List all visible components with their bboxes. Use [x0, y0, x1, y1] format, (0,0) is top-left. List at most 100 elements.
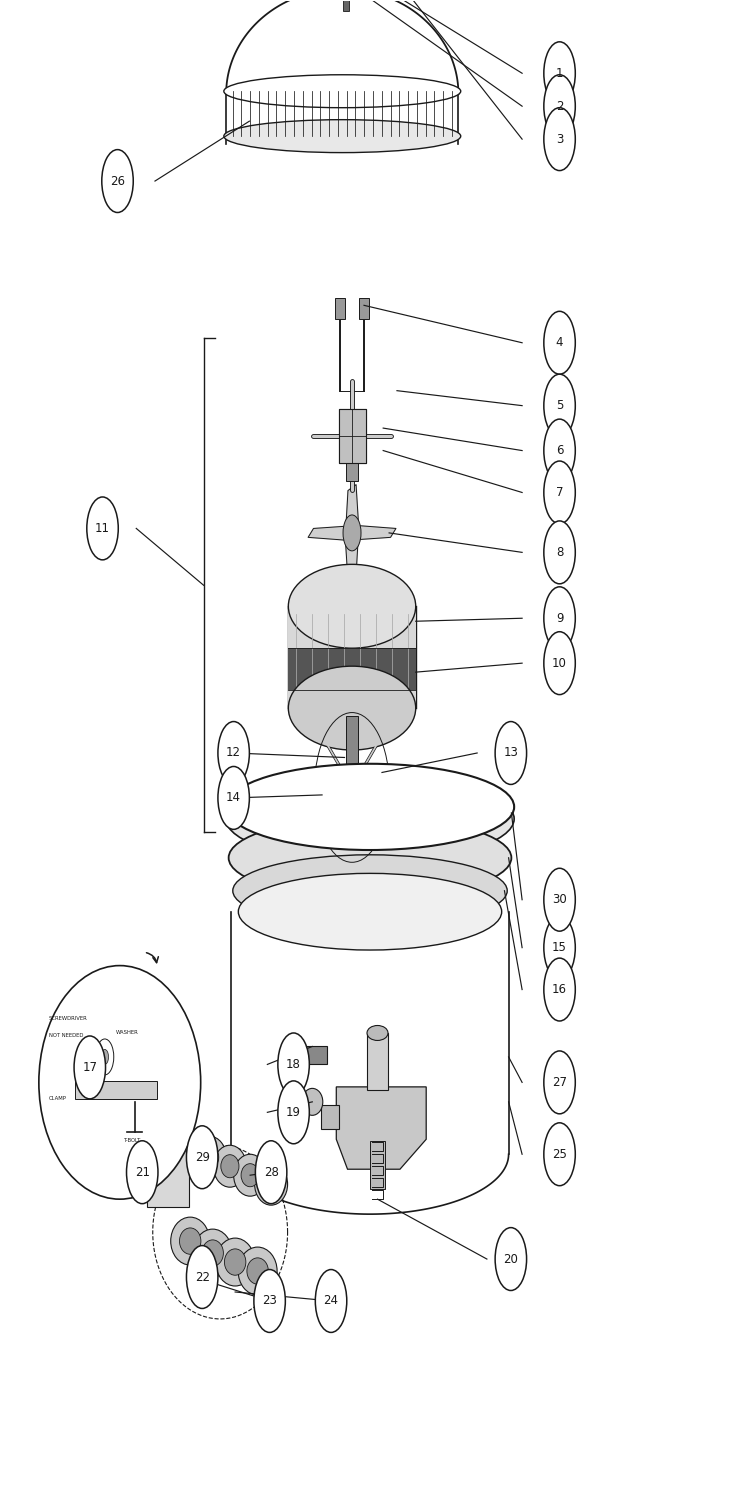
Ellipse shape — [229, 818, 511, 898]
Circle shape — [315, 1269, 347, 1332]
Circle shape — [126, 1142, 158, 1203]
Bar — [321, 1106, 339, 1130]
Polygon shape — [336, 1088, 426, 1168]
Text: 12: 12 — [226, 747, 241, 759]
Circle shape — [74, 1036, 105, 1100]
Ellipse shape — [234, 1155, 267, 1196]
Circle shape — [544, 108, 575, 171]
Bar — [297, 1047, 327, 1065]
Text: NOT NEEDED: NOT NEEDED — [49, 1034, 83, 1038]
Text: CLAMP: CLAMP — [49, 1096, 66, 1101]
Circle shape — [544, 868, 575, 932]
Bar — [346, 459, 358, 480]
Ellipse shape — [255, 1162, 287, 1204]
Text: SCREWDRIVER: SCREWDRIVER — [49, 1016, 87, 1020]
Text: 4: 4 — [556, 336, 563, 350]
Ellipse shape — [233, 855, 508, 927]
Ellipse shape — [241, 1164, 259, 1186]
Circle shape — [544, 916, 575, 980]
Ellipse shape — [226, 764, 514, 850]
Text: 22: 22 — [195, 1270, 210, 1284]
Circle shape — [544, 419, 575, 482]
Ellipse shape — [238, 873, 502, 950]
Text: 27: 27 — [552, 1076, 567, 1089]
Ellipse shape — [247, 1258, 268, 1284]
Circle shape — [341, 766, 362, 808]
Circle shape — [86, 496, 118, 560]
Text: 14: 14 — [226, 792, 241, 804]
Bar — [74, 1082, 157, 1100]
Ellipse shape — [171, 1216, 210, 1264]
Bar — [338, 408, 365, 462]
Ellipse shape — [224, 1250, 246, 1275]
Text: 25: 25 — [552, 1148, 567, 1161]
Bar — [147, 1150, 189, 1206]
Circle shape — [544, 958, 575, 1022]
Text: 7: 7 — [556, 486, 563, 500]
Circle shape — [544, 312, 575, 374]
Text: 6: 6 — [556, 444, 563, 458]
Text: 9: 9 — [556, 612, 563, 624]
Circle shape — [495, 722, 526, 784]
Text: 18: 18 — [287, 1058, 301, 1071]
Ellipse shape — [224, 120, 461, 153]
Text: 30: 30 — [552, 892, 567, 906]
Bar — [346, 716, 358, 765]
Text: 2: 2 — [556, 99, 563, 112]
Circle shape — [544, 1052, 575, 1114]
Ellipse shape — [221, 1155, 239, 1178]
Text: 3: 3 — [556, 132, 563, 146]
Ellipse shape — [201, 1146, 219, 1168]
Circle shape — [544, 75, 575, 138]
Text: 28: 28 — [264, 1166, 278, 1179]
Ellipse shape — [224, 75, 461, 108]
Text: 5: 5 — [556, 399, 563, 412]
Text: 19: 19 — [286, 1106, 301, 1119]
Ellipse shape — [39, 966, 201, 1198]
Circle shape — [544, 374, 575, 436]
Polygon shape — [308, 525, 356, 540]
Text: 16: 16 — [552, 982, 567, 996]
Polygon shape — [347, 525, 396, 540]
Text: T-BOLT: T-BOLT — [123, 1138, 141, 1143]
Bar — [288, 606, 416, 708]
Bar — [367, 1034, 388, 1090]
Ellipse shape — [226, 776, 514, 862]
Ellipse shape — [193, 1228, 232, 1276]
Ellipse shape — [367, 1026, 388, 1041]
Polygon shape — [345, 528, 359, 580]
Text: 1: 1 — [556, 68, 563, 80]
Ellipse shape — [216, 1238, 255, 1286]
Circle shape — [343, 514, 361, 550]
Ellipse shape — [238, 1246, 277, 1294]
Ellipse shape — [262, 1173, 280, 1196]
Text: 23: 23 — [262, 1294, 277, 1308]
Circle shape — [186, 1126, 218, 1188]
Bar — [338, 408, 365, 462]
Text: 11: 11 — [95, 522, 110, 536]
Circle shape — [544, 460, 575, 524]
Circle shape — [544, 520, 575, 584]
Ellipse shape — [193, 1137, 226, 1178]
Circle shape — [277, 1034, 309, 1096]
Text: WASHER: WASHER — [116, 1030, 139, 1035]
Circle shape — [218, 722, 250, 784]
Ellipse shape — [288, 666, 416, 750]
Bar — [359, 298, 369, 320]
Circle shape — [544, 632, 575, 694]
Ellipse shape — [288, 564, 416, 648]
Circle shape — [544, 42, 575, 105]
Circle shape — [102, 150, 133, 213]
Circle shape — [254, 1269, 285, 1332]
Circle shape — [256, 1142, 287, 1203]
Polygon shape — [345, 484, 359, 538]
Bar — [335, 298, 345, 320]
Circle shape — [218, 766, 250, 830]
Ellipse shape — [180, 1228, 201, 1254]
Ellipse shape — [214, 1146, 247, 1186]
Bar — [370, 1142, 385, 1188]
Text: 10: 10 — [552, 657, 567, 669]
Text: 8: 8 — [556, 546, 563, 560]
Bar — [288, 648, 416, 690]
Text: 21: 21 — [135, 1166, 150, 1179]
